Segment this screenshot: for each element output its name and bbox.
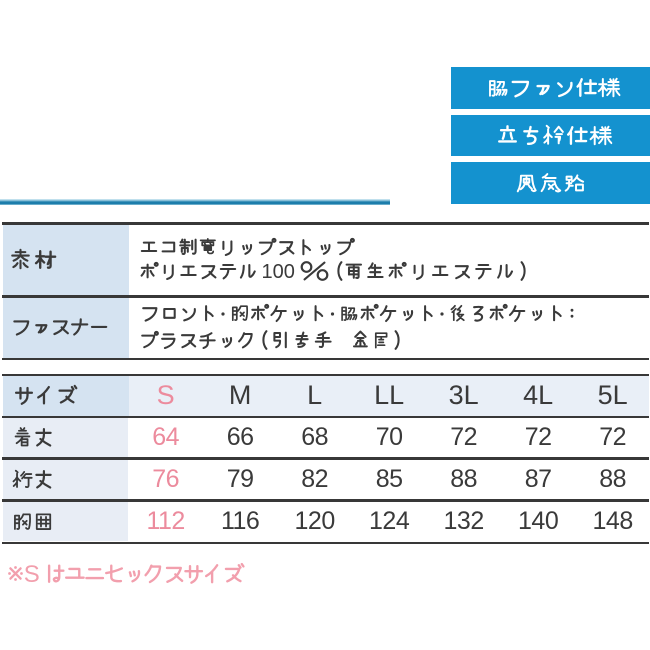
svg-text:S: S [24,562,40,585]
svg-text:100: 100 [262,261,295,281]
